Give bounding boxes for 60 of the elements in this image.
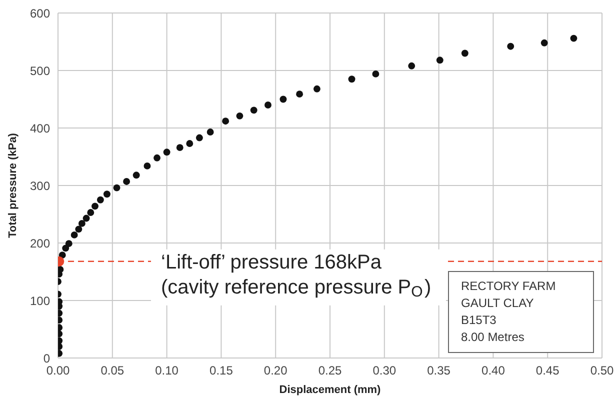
x-tick-label: 0.10 — [155, 364, 179, 378]
point — [70, 231, 78, 238]
point — [176, 144, 184, 152]
point — [250, 106, 258, 114]
y-tick-label: 600 — [30, 6, 50, 20]
y-tick-label: 500 — [30, 64, 50, 78]
annotation: RECTORY FARM — [461, 278, 557, 295]
x-tick-label: 0.00 — [46, 364, 70, 378]
point — [123, 178, 130, 185]
point — [408, 62, 416, 70]
ref-line-label: ‘Lift-off’ pressure 168kPa (cavity reference pressure P$_{O}$) — [161, 251, 432, 300]
point — [58, 266, 64, 273]
annotation: B15T3 — [461, 312, 498, 329]
point — [75, 226, 82, 233]
y-axis-title: Total pressure (kPa) — [6, 132, 19, 238]
point — [65, 240, 72, 248]
x-tick-label: 0.15 — [210, 364, 234, 378]
point — [132, 172, 140, 179]
point — [222, 118, 230, 125]
y-tick-label: 300 — [30, 178, 50, 193]
y-tick-label: 400 — [30, 121, 50, 136]
point — [348, 76, 356, 83]
point — [186, 140, 194, 147]
point — [206, 128, 214, 136]
y-tick-label: 200 — [30, 236, 50, 250]
point — [280, 96, 287, 103]
point — [264, 102, 272, 108]
x-tick-label: 0.30 — [372, 364, 396, 378]
x-tick-label: 0.40 — [482, 364, 506, 378]
point — [372, 70, 380, 78]
point — [163, 148, 170, 156]
point — [82, 214, 90, 222]
point — [113, 184, 120, 192]
point — [196, 134, 203, 142]
x-tick-label: 0.25 — [318, 364, 342, 378]
point — [92, 202, 98, 210]
point — [436, 56, 444, 64]
x-tick-label: 0.05 — [100, 364, 124, 378]
point — [144, 162, 151, 170]
point — [540, 39, 548, 46]
point — [87, 209, 94, 216]
point — [570, 34, 578, 42]
y-tick-label: 0 — [43, 351, 50, 366]
point — [103, 190, 110, 198]
x-axis-title: Displacement (mm) — [279, 384, 382, 396]
x-tick-label: 0.20 — [264, 364, 288, 378]
point — [236, 112, 244, 120]
annotation: 8.00 Metres — [461, 329, 526, 346]
y-tick-label: 100 — [30, 294, 50, 308]
x-tick-label: 0.45 — [536, 364, 560, 378]
point — [313, 85, 320, 92]
point — [96, 196, 104, 204]
annotation: GAULT CLAY — [461, 295, 535, 312]
point — [296, 90, 304, 98]
point — [78, 220, 86, 227]
x-tick-label: 0.35 — [427, 364, 451, 378]
point — [154, 154, 160, 162]
point — [461, 50, 468, 57]
x-tick-label: 0.50 — [590, 364, 614, 378]
point — [507, 42, 514, 50]
